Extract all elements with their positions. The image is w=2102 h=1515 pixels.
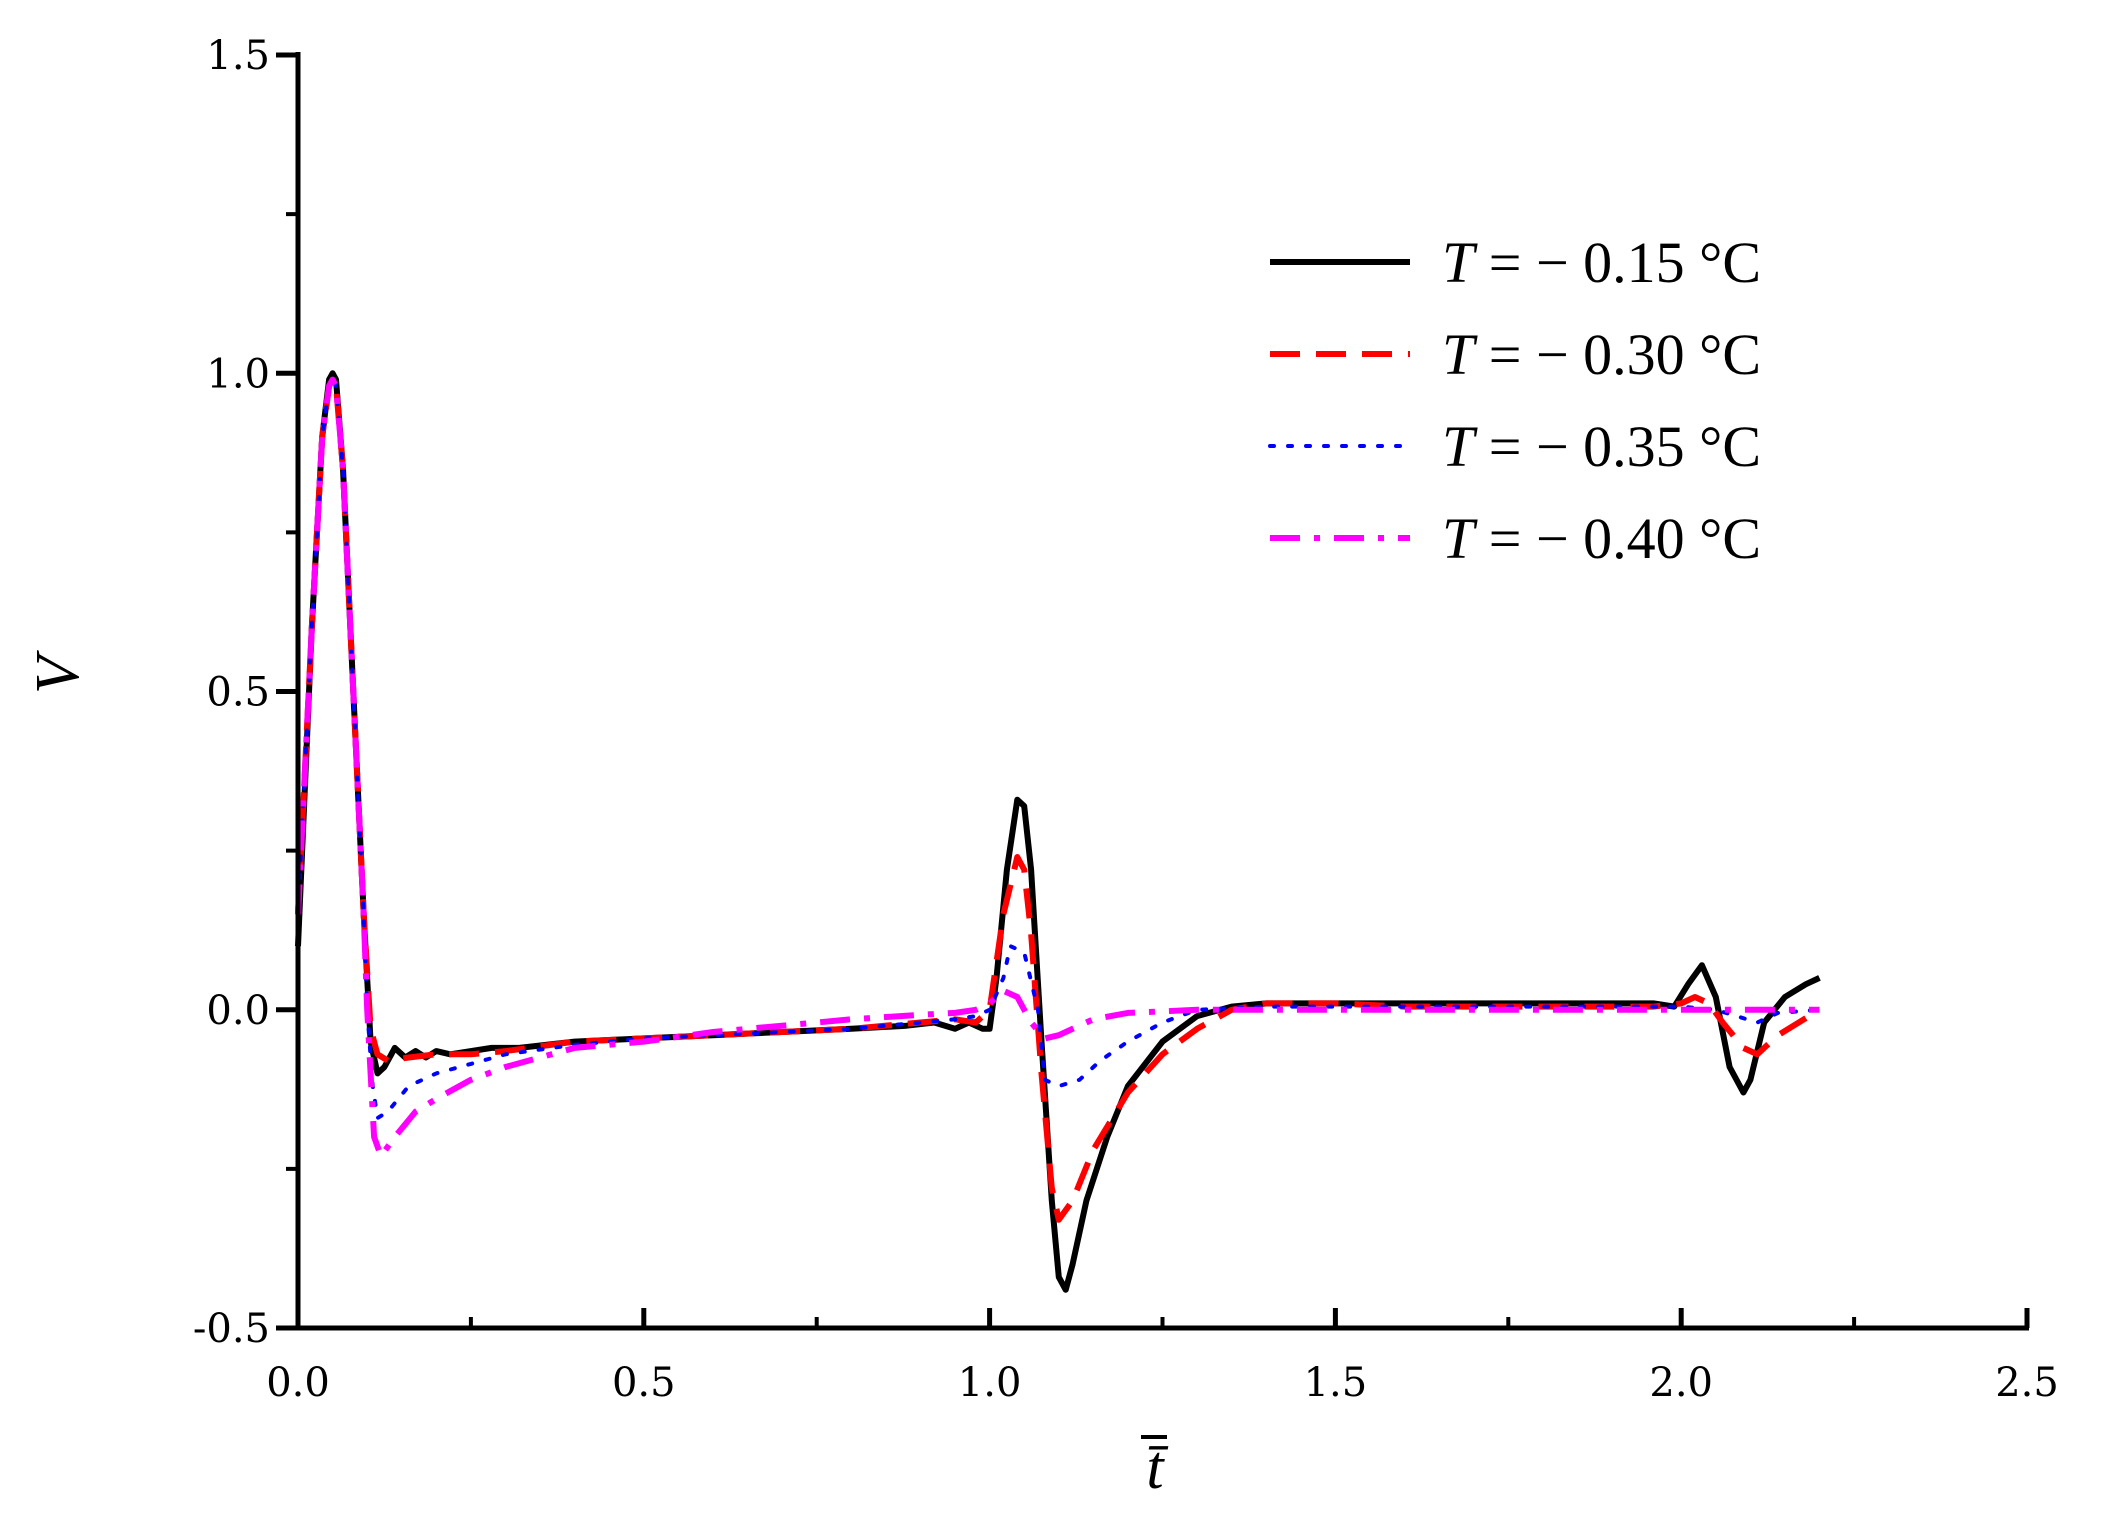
x-tick-label: 0.0	[266, 1360, 330, 1406]
y-axis-title: V	[24, 650, 92, 694]
y-tick-label: -0.5	[193, 1306, 270, 1352]
legend-label-3: T = − 0.35 °C	[1442, 414, 1761, 479]
y-tick-label: 0.5	[206, 670, 270, 716]
axes	[276, 52, 2030, 1331]
y-tick-label: 1.5	[206, 33, 270, 79]
x-tick-label: 1.5	[1304, 1360, 1368, 1406]
legend-label-2: T = − 0.30 °C	[1442, 322, 1761, 387]
legend-label-4: T = − 0.40 °C	[1442, 506, 1761, 571]
series-line-4	[295, 376, 1820, 1160]
x-axis-title: t̄	[1146, 1434, 1169, 1502]
legend-label-1: T = − 0.15 °C	[1442, 230, 1761, 295]
series-layer	[295, 370, 1822, 1293]
legend: T = − 0.15 °C T = − 0.30 °C T = − 0.35 °C T…	[1268, 230, 1761, 571]
y-tick-label: 0.0	[206, 988, 270, 1034]
tick-labels: -0.5 0.0 0.5 1.0 1.5 0.0 0.5 1.0 1.5 2.0 2.5	[193, 33, 2059, 1439]
x-tick-label: 2.0	[1649, 1360, 1713, 1406]
x-tick-label: 0.5	[612, 1360, 676, 1406]
x-tick-label: 2.5	[1995, 1360, 2059, 1406]
x-tick-label: 1.0	[958, 1360, 1022, 1406]
series-line-3	[296, 377, 1822, 1120]
y-tick-label: 1.0	[206, 351, 270, 397]
